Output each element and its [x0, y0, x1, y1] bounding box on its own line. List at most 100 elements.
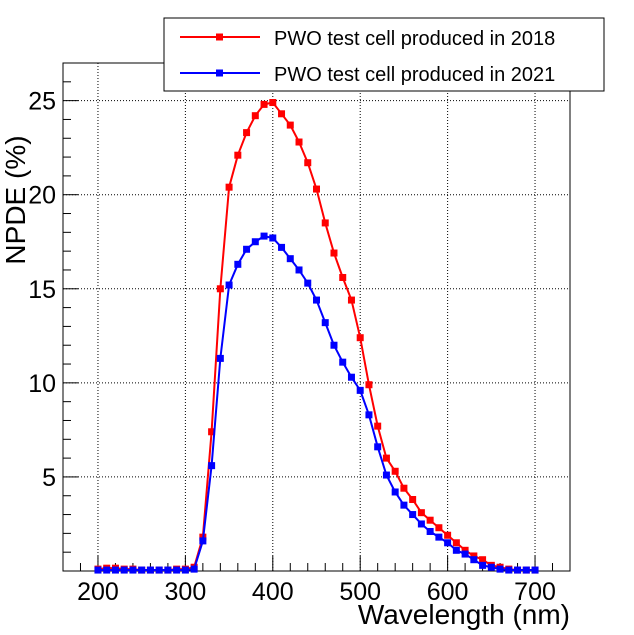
data-point [409, 496, 417, 504]
data-point [216, 285, 224, 293]
data-point [138, 566, 146, 574]
data-point [103, 566, 111, 574]
data-point [461, 546, 469, 554]
data-point [339, 273, 347, 281]
legend-marker-2021 [216, 69, 223, 77]
data-point [409, 511, 417, 519]
series-0 [94, 99, 539, 574]
y-tick-label: 10 [28, 370, 56, 398]
data-point [313, 185, 320, 193]
data-point [190, 565, 198, 573]
data-point [304, 159, 312, 167]
data-point [426, 516, 434, 524]
data-point [181, 566, 189, 574]
data-point [286, 255, 294, 263]
data-point [505, 566, 513, 574]
data-point [313, 296, 320, 304]
data-point [470, 556, 478, 564]
data-point [426, 527, 434, 535]
data-point [199, 537, 207, 545]
series-1 [94, 232, 539, 574]
data-point [330, 341, 338, 349]
y-tick-label: 25 [28, 88, 56, 116]
data-point [251, 112, 259, 120]
data-point [216, 354, 224, 362]
data-point [522, 566, 530, 574]
data-point [444, 531, 452, 539]
y-axis-label: NPDE (%) [0, 135, 31, 264]
data-point [487, 563, 495, 571]
data-point [243, 129, 251, 137]
legend-label-2021: PWO test cell produced in 2021 [274, 64, 555, 86]
x-axis-label: Wavelength (nm) [358, 599, 570, 630]
data-point [356, 386, 364, 394]
data-point [94, 566, 102, 574]
data-point [225, 183, 233, 191]
data-point [321, 219, 329, 227]
data-point [260, 232, 268, 240]
series-group [94, 99, 539, 574]
data-point [514, 566, 522, 574]
data-point [435, 524, 443, 532]
data-point [479, 556, 487, 564]
data-point [164, 566, 172, 574]
data-point [234, 260, 242, 268]
data-point [496, 565, 504, 573]
x-tick-labels: 200 300 400 500 600 700 [77, 578, 556, 606]
data-point [417, 509, 425, 517]
data-point [400, 484, 408, 492]
legend-label-2018: PWO test cell produced in 2018 [274, 28, 555, 50]
data-point [321, 319, 329, 327]
data-point [234, 151, 242, 159]
data-point [452, 546, 460, 554]
grid [63, 63, 570, 571]
data-point [339, 358, 347, 366]
data-point [347, 296, 355, 304]
x-tick-label: 400 [252, 578, 294, 606]
data-point [208, 462, 216, 470]
data-point [382, 471, 390, 479]
y-tick-labels: 5 10 15 20 25 [28, 88, 56, 492]
data-point [146, 566, 154, 574]
data-point [479, 561, 487, 569]
data-point [435, 533, 443, 541]
y-tick-label: 20 [28, 182, 56, 210]
data-point [400, 501, 408, 509]
legend-box [163, 17, 605, 92]
data-point [374, 443, 382, 451]
data-point [269, 234, 277, 242]
data-point [278, 243, 286, 251]
data-point [286, 121, 294, 129]
data-point [304, 279, 312, 287]
data-point [444, 539, 452, 547]
axis-ticks [62, 62, 571, 571]
data-point [120, 566, 128, 574]
data-point [374, 422, 382, 430]
data-point [391, 467, 399, 475]
data-point [243, 245, 251, 253]
series-line [97, 235, 536, 572]
plot-frame [62, 62, 571, 572]
x-tick-label: 500 [339, 578, 381, 606]
data-point [470, 552, 478, 560]
series-line [97, 101, 536, 572]
data-point [269, 99, 277, 107]
data-point [111, 566, 119, 574]
data-point [417, 520, 425, 528]
data-point [461, 550, 469, 558]
data-point [347, 373, 355, 381]
data-point [251, 238, 259, 246]
x-tick-label: 200 [77, 578, 119, 606]
data-point [260, 100, 268, 108]
x-tick-label: 300 [165, 578, 207, 606]
data-point [173, 566, 181, 574]
data-point [391, 488, 399, 496]
data-point [330, 249, 338, 257]
data-point [382, 454, 390, 462]
data-point [356, 334, 364, 342]
data-point [531, 566, 539, 574]
data-point [365, 381, 373, 389]
x-tick-label: 700 [514, 578, 556, 606]
y-tick-label: 5 [42, 464, 56, 492]
